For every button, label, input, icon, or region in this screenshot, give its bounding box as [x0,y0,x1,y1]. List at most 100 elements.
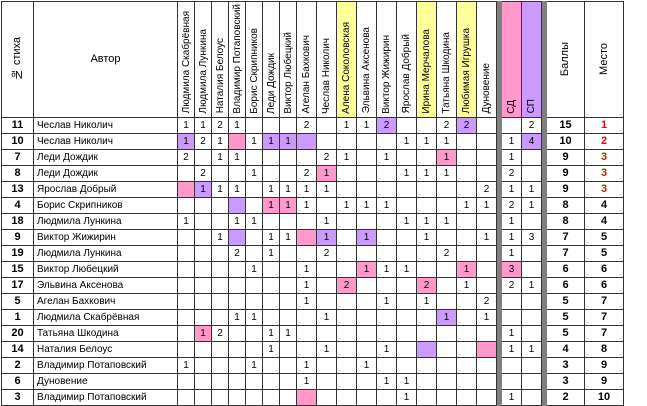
table-row: 19 Людмила Лункина 2 1 2 2 1 7 5 [1,244,624,262]
table-row: 14 Наталия Белоус 1 1 1 1 1 4 8 [1,340,624,358]
vote-cell [456,340,477,358]
poem-number-cell: 17 [1,276,34,294]
vote-cell [356,388,377,406]
vote-cell [436,356,457,374]
vote-cell [476,244,497,262]
header-voter: Татьяна Шкодина [436,1,457,118]
vote-cell: 1 [476,308,497,326]
header-place: Место [584,1,624,118]
vote-cell: 1 [262,340,280,358]
vote-cell [262,356,280,374]
vote-cell: 1 [376,292,397,310]
vote-cell [396,196,417,214]
vote-cell [279,164,297,182]
table-row: 10 Чеслав Николич 1 2 1 1 1 1 1 1 1 1 4 10 2 [1,132,624,150]
vote-cell [476,260,497,278]
vote-cell: 2 [476,180,497,198]
vote-cell: 1 [296,356,317,374]
place-cell: 9 [584,372,624,390]
poem-number-cell: 20 [1,324,34,342]
vote-cell [376,132,397,150]
vote-cell: 1 [296,196,317,214]
vote-cell [456,180,477,198]
table-row: 1 Людмила Скабрёвная 1 1 1 1 1 5 7 [1,308,624,326]
vote-cell [356,244,377,262]
vote-cell [476,276,497,294]
vote-cell [262,308,280,326]
author-cell: Владимир Потаповский [33,388,178,406]
vote-cell: 1 [356,196,377,214]
vote-cell [316,388,337,406]
vote-cell [416,196,437,214]
vote-cell: 1 [376,340,397,358]
vote-cell [336,180,357,198]
vote-cell [296,308,317,326]
vote-cell [336,132,357,150]
author-cell: Татьяна Шкодина [33,324,178,342]
vote-cell [177,308,195,326]
vote-cell: 2 [336,276,357,294]
vote-cell [262,164,280,182]
vote-cell [279,372,297,390]
header-voter: Владимир Потаповский [228,1,246,118]
vote-cell: 1 [228,308,246,326]
sp-cell [521,244,542,262]
sd-cell: 2 [501,276,522,294]
vote-cell [396,356,417,374]
vote-cell [456,228,477,246]
vote-cell: 2 [177,148,195,166]
vote-cell [356,164,377,182]
poem-number-cell: 6 [1,372,34,390]
vote-cell [177,340,195,358]
vote-cell [316,324,337,342]
vote-cell [177,196,195,214]
vote-cell [396,116,417,134]
table-row: 18 Людмила Лункина 1 1 1 1 1 1 1 1 8 4 [1,212,624,230]
vote-cell [177,260,195,278]
sd-cell [501,308,522,326]
table-row: 11 Чеслав Николич 1 1 2 1 2 1 1 2 2 2 2 15 1 [1,116,624,134]
vote-cell [456,372,477,390]
vote-cell: 2 [376,116,397,134]
score-cell: 8 [546,212,585,230]
score-cell: 7 [546,244,585,262]
vote-cell: 1 [416,132,437,150]
vote-cell: 1 [356,260,377,278]
place-cell: 7 [584,324,624,342]
vote-cell [194,228,212,246]
score-cell: 9 [546,164,585,182]
vote-cell [177,276,195,294]
vote-cell [279,260,297,278]
vote-cell [245,292,263,310]
score-cell: 5 [546,324,585,342]
vote-cell [245,372,263,390]
vote-cell: 1 [316,164,337,182]
sd-cell: 1 [501,180,522,198]
sd-cell: 1 [501,228,522,246]
table-row: 6 Дуновение 1 1 1 3 9 [1,372,624,390]
header-voter: Людмила Лункина [194,1,212,118]
sd-cell [501,356,522,374]
vote-cell [279,388,297,406]
vote-cell: 2 [194,132,212,150]
vote-cell [436,196,457,214]
vote-cell: 2 [316,244,337,262]
vote-cell [476,388,497,406]
vote-cell [279,308,297,326]
table-row: 4 Борис Скрипников 1 1 1 1 1 1 1 1 2 1 8 4 [1,196,624,214]
place-cell: 6 [584,276,624,294]
vote-cell: 1 [262,132,280,150]
vote-cell: 2 [296,164,317,182]
vote-cell [211,340,229,358]
sp-cell: 1 [521,196,542,214]
sd-cell: 1 [501,244,522,262]
vote-cell: 1 [436,164,457,182]
vote-cell [316,116,337,134]
vote-cell: 1 [396,212,417,230]
vote-cell [356,132,377,150]
author-cell: Ярослав Добрый [33,180,178,198]
sd-cell: 1 [501,340,522,358]
vote-cell: 1 [245,356,263,374]
vote-cell: 1 [228,116,246,134]
vote-cell [416,340,437,358]
